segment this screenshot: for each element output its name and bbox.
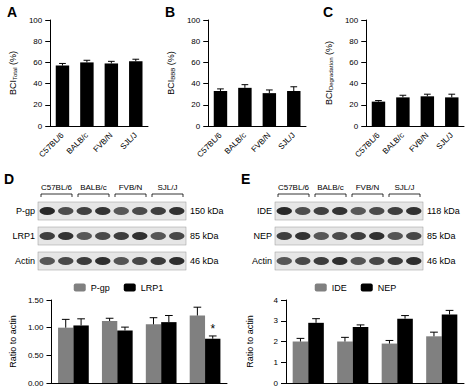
svg-text:C57BL/6: C57BL/6 [353, 130, 382, 159]
svg-text:80: 80 [349, 37, 358, 46]
svg-text:0.50: 0.50 [28, 351, 44, 360]
svg-text:P-gp: P-gp [91, 283, 110, 293]
svg-text:NEP: NEP [253, 231, 272, 241]
svg-text:C57BL/6: C57BL/6 [278, 183, 310, 192]
svg-text:D: D [4, 171, 14, 187]
svg-text:E: E [241, 171, 250, 187]
svg-text:3: 3 [274, 316, 279, 325]
svg-text:(%): (%) [324, 41, 334, 58]
svg-text:60: 60 [33, 58, 42, 67]
svg-text:Ratio to actin: Ratio to actin [8, 315, 18, 368]
svg-text:1.50: 1.50 [28, 296, 44, 305]
svg-text:C57BL/6: C57BL/6 [195, 130, 224, 159]
svg-text:IDE: IDE [257, 206, 272, 216]
svg-text:C57BL/6: C57BL/6 [41, 183, 73, 192]
svg-text:P-gp: P-gp [16, 206, 35, 216]
svg-text:85 kDa: 85 kDa [190, 231, 219, 241]
svg-text:20: 20 [33, 100, 42, 109]
svg-text:0: 0 [274, 379, 279, 388]
svg-text:100: 100 [345, 16, 359, 25]
svg-text:40: 40 [191, 79, 200, 88]
svg-text:BALB/c: BALB/c [80, 183, 107, 192]
svg-text:NEP: NEP [378, 283, 397, 293]
svg-text:(%): (%) [8, 51, 18, 68]
svg-text:40: 40 [33, 79, 42, 88]
svg-text:C: C [323, 4, 333, 20]
svg-text:*: * [210, 322, 215, 336]
svg-text:BCI: BCI [324, 90, 334, 105]
svg-text:(%): (%) [166, 51, 176, 68]
svg-text:FVB/N: FVB/N [119, 183, 143, 192]
svg-text:SJL/J: SJL/J [276, 131, 296, 151]
svg-text:Actin: Actin [252, 256, 272, 266]
svg-text:IDE: IDE [332, 283, 347, 293]
svg-text:C57BL/6: C57BL/6 [37, 130, 66, 159]
svg-text:46 kDa: 46 kDa [427, 256, 456, 266]
svg-text:60: 60 [349, 58, 358, 67]
svg-text:2: 2 [274, 337, 279, 346]
svg-text:SJL/J: SJL/J [394, 183, 414, 192]
svg-text:LRP1: LRP1 [12, 231, 35, 241]
svg-text:Actin: Actin [15, 256, 35, 266]
svg-text:BCI: BCI [8, 80, 18, 95]
svg-text:0: 0 [38, 122, 43, 131]
svg-text:150 kDa: 150 kDa [190, 206, 224, 216]
svg-text:100: 100 [29, 16, 43, 25]
svg-text:Total: Total [12, 67, 18, 80]
svg-text:118 kDa: 118 kDa [427, 206, 460, 216]
svg-text:Degradation: Degradation [328, 57, 334, 90]
svg-text:1.00: 1.00 [28, 323, 44, 332]
svg-text:0: 0 [354, 122, 359, 131]
svg-text:40: 40 [349, 79, 358, 88]
svg-text:46 kDa: 46 kDa [190, 256, 219, 266]
svg-text:SJL/J: SJL/J [434, 131, 454, 151]
svg-text:FVB/N: FVB/N [408, 131, 431, 154]
svg-text:BCI: BCI [166, 80, 176, 95]
svg-text:20: 20 [191, 100, 200, 109]
svg-text:20: 20 [349, 100, 358, 109]
svg-text:BALB/c: BALB/c [317, 183, 344, 192]
svg-text:BALB/c: BALB/c [381, 131, 406, 156]
svg-text:Ratio to actin: Ratio to actin [245, 315, 255, 368]
svg-text:0.00: 0.00 [28, 379, 44, 388]
svg-text:B: B [165, 4, 175, 20]
svg-text:85 kDa: 85 kDa [427, 231, 456, 241]
svg-text:FVB/N: FVB/N [356, 183, 380, 192]
svg-text:FVB/N: FVB/N [92, 131, 115, 154]
svg-text:FVB/N: FVB/N [250, 131, 273, 154]
svg-text:60: 60 [191, 58, 200, 67]
svg-text:80: 80 [191, 37, 200, 46]
svg-text:LRP1: LRP1 [141, 283, 164, 293]
svg-text:1: 1 [274, 358, 279, 367]
svg-text:A: A [7, 4, 17, 20]
svg-text:SJL/J: SJL/J [118, 131, 138, 151]
svg-text:SJL/J: SJL/J [157, 183, 177, 192]
svg-text:100: 100 [187, 16, 201, 25]
svg-text:80: 80 [33, 37, 42, 46]
svg-text:BALB/c: BALB/c [65, 131, 90, 156]
svg-text:BALB/c: BALB/c [223, 131, 248, 156]
svg-text:BBB: BBB [170, 68, 176, 80]
svg-text:0: 0 [196, 122, 201, 131]
svg-text:4: 4 [274, 296, 279, 305]
